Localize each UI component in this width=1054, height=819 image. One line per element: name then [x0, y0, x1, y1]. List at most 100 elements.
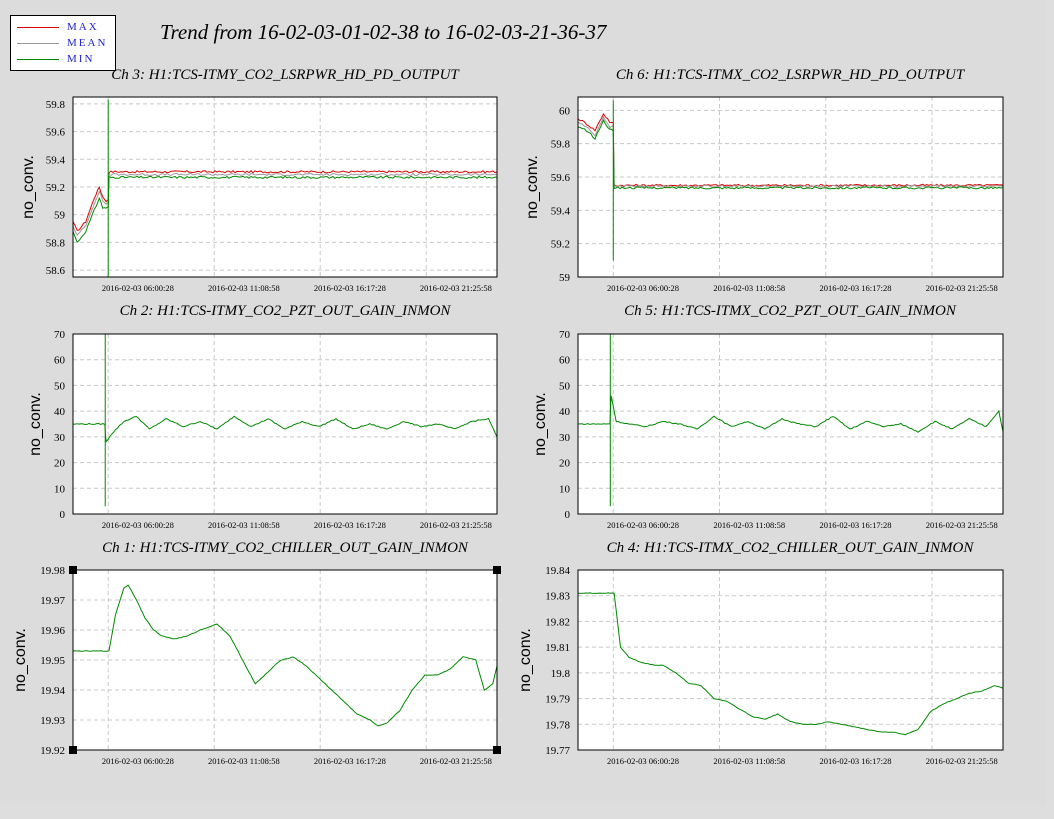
chart-ch2: Ch 2: H1:TCS-ITMY_CO2_PZT_OUT_GAIN_INMON…: [27, 303, 498, 530]
y-tick-label: 19.78: [545, 719, 570, 731]
series-line-max: [73, 169, 497, 231]
y-tick-label: 50: [559, 380, 571, 392]
series-line-min: [73, 175, 497, 243]
chart-title: Ch 2: H1:TCS-ITMY_CO2_PZT_OUT_GAIN_INMON: [120, 303, 452, 319]
y-tick-label: 40: [559, 406, 571, 418]
chart-title: Ch 5: H1:TCS-ITMX_CO2_PZT_OUT_GAIN_INMON: [624, 303, 957, 319]
y-tick-label: 20: [54, 458, 66, 470]
y-tick-label: 58.6: [46, 265, 66, 277]
series-line-min: [73, 584, 497, 727]
y-tick-label: 59: [559, 272, 571, 284]
legend-swatch-max: [17, 27, 59, 28]
y-tick-label: 40: [54, 406, 66, 418]
y-tick-label: 59.2: [46, 182, 65, 194]
y-axis-label: no_conv.: [12, 628, 29, 692]
y-axis-label: no_conv.: [517, 628, 534, 692]
y-tick-label: 59: [54, 210, 66, 222]
x-tick-label: 2016-02-03 16:17:28: [820, 756, 892, 766]
y-axis-label: no_conv.: [532, 392, 549, 456]
y-tick-label: 10: [54, 483, 66, 495]
series-line-min: [73, 415, 497, 443]
y-tick-label: 70: [54, 329, 66, 341]
x-tick-label: 2016-02-03 21:25:58: [926, 756, 998, 766]
chart-ch3: Ch 3: H1:TCS-ITMY_CO2_LSRPWR_HD_PD_OUTPU…: [20, 67, 498, 293]
plot-frame: [577, 96, 1004, 278]
chart-title: Ch 1: H1:TCS-ITMY_CO2_CHILLER_OUT_GAIN_I…: [102, 540, 469, 556]
legend-item-mean: MEAN: [11, 36, 115, 52]
x-tick-label: 2016-02-03 06:00:28: [102, 756, 174, 766]
y-tick-label: 19.82: [545, 616, 570, 628]
y-tick-label: 58.8: [46, 237, 66, 249]
series-line-min: [578, 592, 1003, 736]
x-tick-label: 2016-02-03 11:08:58: [713, 756, 785, 766]
x-tick-label: 2016-02-03 06:00:28: [102, 283, 174, 293]
y-tick-label: 0: [60, 509, 66, 521]
x-tick-label: 2016-02-03 16:17:28: [314, 520, 386, 530]
y-tick-label: 59.6: [46, 127, 66, 139]
legend-swatch-min: [17, 59, 59, 60]
plot-area: [73, 334, 497, 514]
x-tick-label: 2016-02-03 21:25:58: [926, 283, 998, 293]
x-tick-label: 2016-02-03 11:08:58: [208, 283, 280, 293]
y-tick-label: 50: [54, 380, 66, 392]
chart-title: Ch 3: H1:TCS-ITMY_CO2_LSRPWR_HD_PD_OUTPU…: [111, 67, 460, 83]
selection-handle: [493, 566, 501, 574]
series-line-min: [578, 395, 1003, 433]
y-tick-label: 19.83: [545, 591, 570, 603]
plot-area: [578, 570, 1003, 750]
chart-title: Ch 6: H1:TCS-ITMX_CO2_LSRPWR_HD_PD_OUTPU…: [616, 67, 966, 83]
y-tick-label: 59.4: [551, 205, 571, 217]
x-tick-label: 2016-02-03 06:00:28: [607, 520, 679, 530]
chart-ch1: Ch 1: H1:TCS-ITMY_CO2_CHILLER_OUT_GAIN_I…: [12, 540, 501, 766]
legend-label-max: MAX: [67, 21, 99, 33]
x-tick-label: 2016-02-03 16:17:28: [314, 756, 386, 766]
legend-item-min: MIN: [11, 52, 115, 68]
y-tick-label: 19.98: [40, 565, 65, 577]
y-tick-label: 19.97: [40, 595, 65, 607]
y-tick-label: 60: [54, 355, 66, 367]
x-tick-label: 2016-02-03 21:25:58: [420, 520, 492, 530]
series-line-mean: [578, 115, 1003, 188]
legend-item-max: MAX: [11, 20, 115, 36]
y-tick-label: 59.6: [551, 172, 571, 184]
legend-label-min: MIN: [67, 53, 95, 65]
x-tick-label: 2016-02-03 16:17:28: [820, 283, 892, 293]
chart-ch4: Ch 4: H1:TCS-ITMX_CO2_CHILLER_OUT_GAIN_I…: [517, 540, 1004, 766]
legend: MAX MEAN MIN: [10, 15, 116, 71]
y-tick-label: 59.2: [551, 239, 570, 251]
x-tick-label: 2016-02-03 16:17:28: [820, 520, 892, 530]
y-tick-label: 10: [559, 483, 571, 495]
series-line-min: [578, 118, 1003, 190]
y-axis-label: no_conv.: [20, 155, 37, 219]
chart-ch5: Ch 5: H1:TCS-ITMX_CO2_PZT_OUT_GAIN_INMON…: [532, 303, 1004, 530]
x-tick-label: 2016-02-03 21:25:58: [420, 283, 492, 293]
series-line-mean: [73, 172, 497, 236]
y-tick-label: 30: [559, 432, 571, 444]
plot-frame: [72, 569, 498, 751]
chart-ch6: Ch 6: H1:TCS-ITMX_CO2_LSRPWR_HD_PD_OUTPU…: [524, 67, 1004, 293]
y-tick-label: 20: [559, 458, 571, 470]
x-tick-label: 2016-02-03 11:08:58: [208, 756, 280, 766]
y-tick-label: 19.79: [545, 694, 570, 706]
chart-title: Ch 4: H1:TCS-ITMX_CO2_CHILLER_OUT_GAIN_I…: [607, 540, 975, 556]
y-tick-label: 0: [565, 509, 571, 521]
x-tick-label: 2016-02-03 11:08:58: [208, 520, 280, 530]
y-tick-label: 59.4: [46, 154, 66, 166]
x-tick-label: 2016-02-03 11:08:58: [713, 283, 785, 293]
plot-frame: [577, 333, 1004, 515]
page-title: Trend from 16-02-03-01-02-38 to 16-02-03…: [160, 20, 607, 44]
selection-handle: [69, 746, 77, 754]
y-tick-label: 59.8: [551, 139, 571, 151]
y-tick-label: 70: [559, 329, 571, 341]
y-tick-label: 19.8: [551, 668, 571, 680]
x-tick-label: 2016-02-03 16:17:28: [314, 283, 386, 293]
y-tick-label: 19.77: [545, 745, 570, 757]
y-axis-label: no_conv.: [27, 392, 44, 456]
y-tick-label: 60: [559, 355, 571, 367]
y-tick-label: 19.81: [545, 642, 570, 654]
x-tick-label: 2016-02-03 06:00:28: [102, 520, 174, 530]
x-tick-label: 2016-02-03 06:00:28: [607, 756, 679, 766]
y-tick-label: 60: [559, 105, 571, 117]
x-tick-label: 2016-02-03 21:25:58: [420, 756, 492, 766]
